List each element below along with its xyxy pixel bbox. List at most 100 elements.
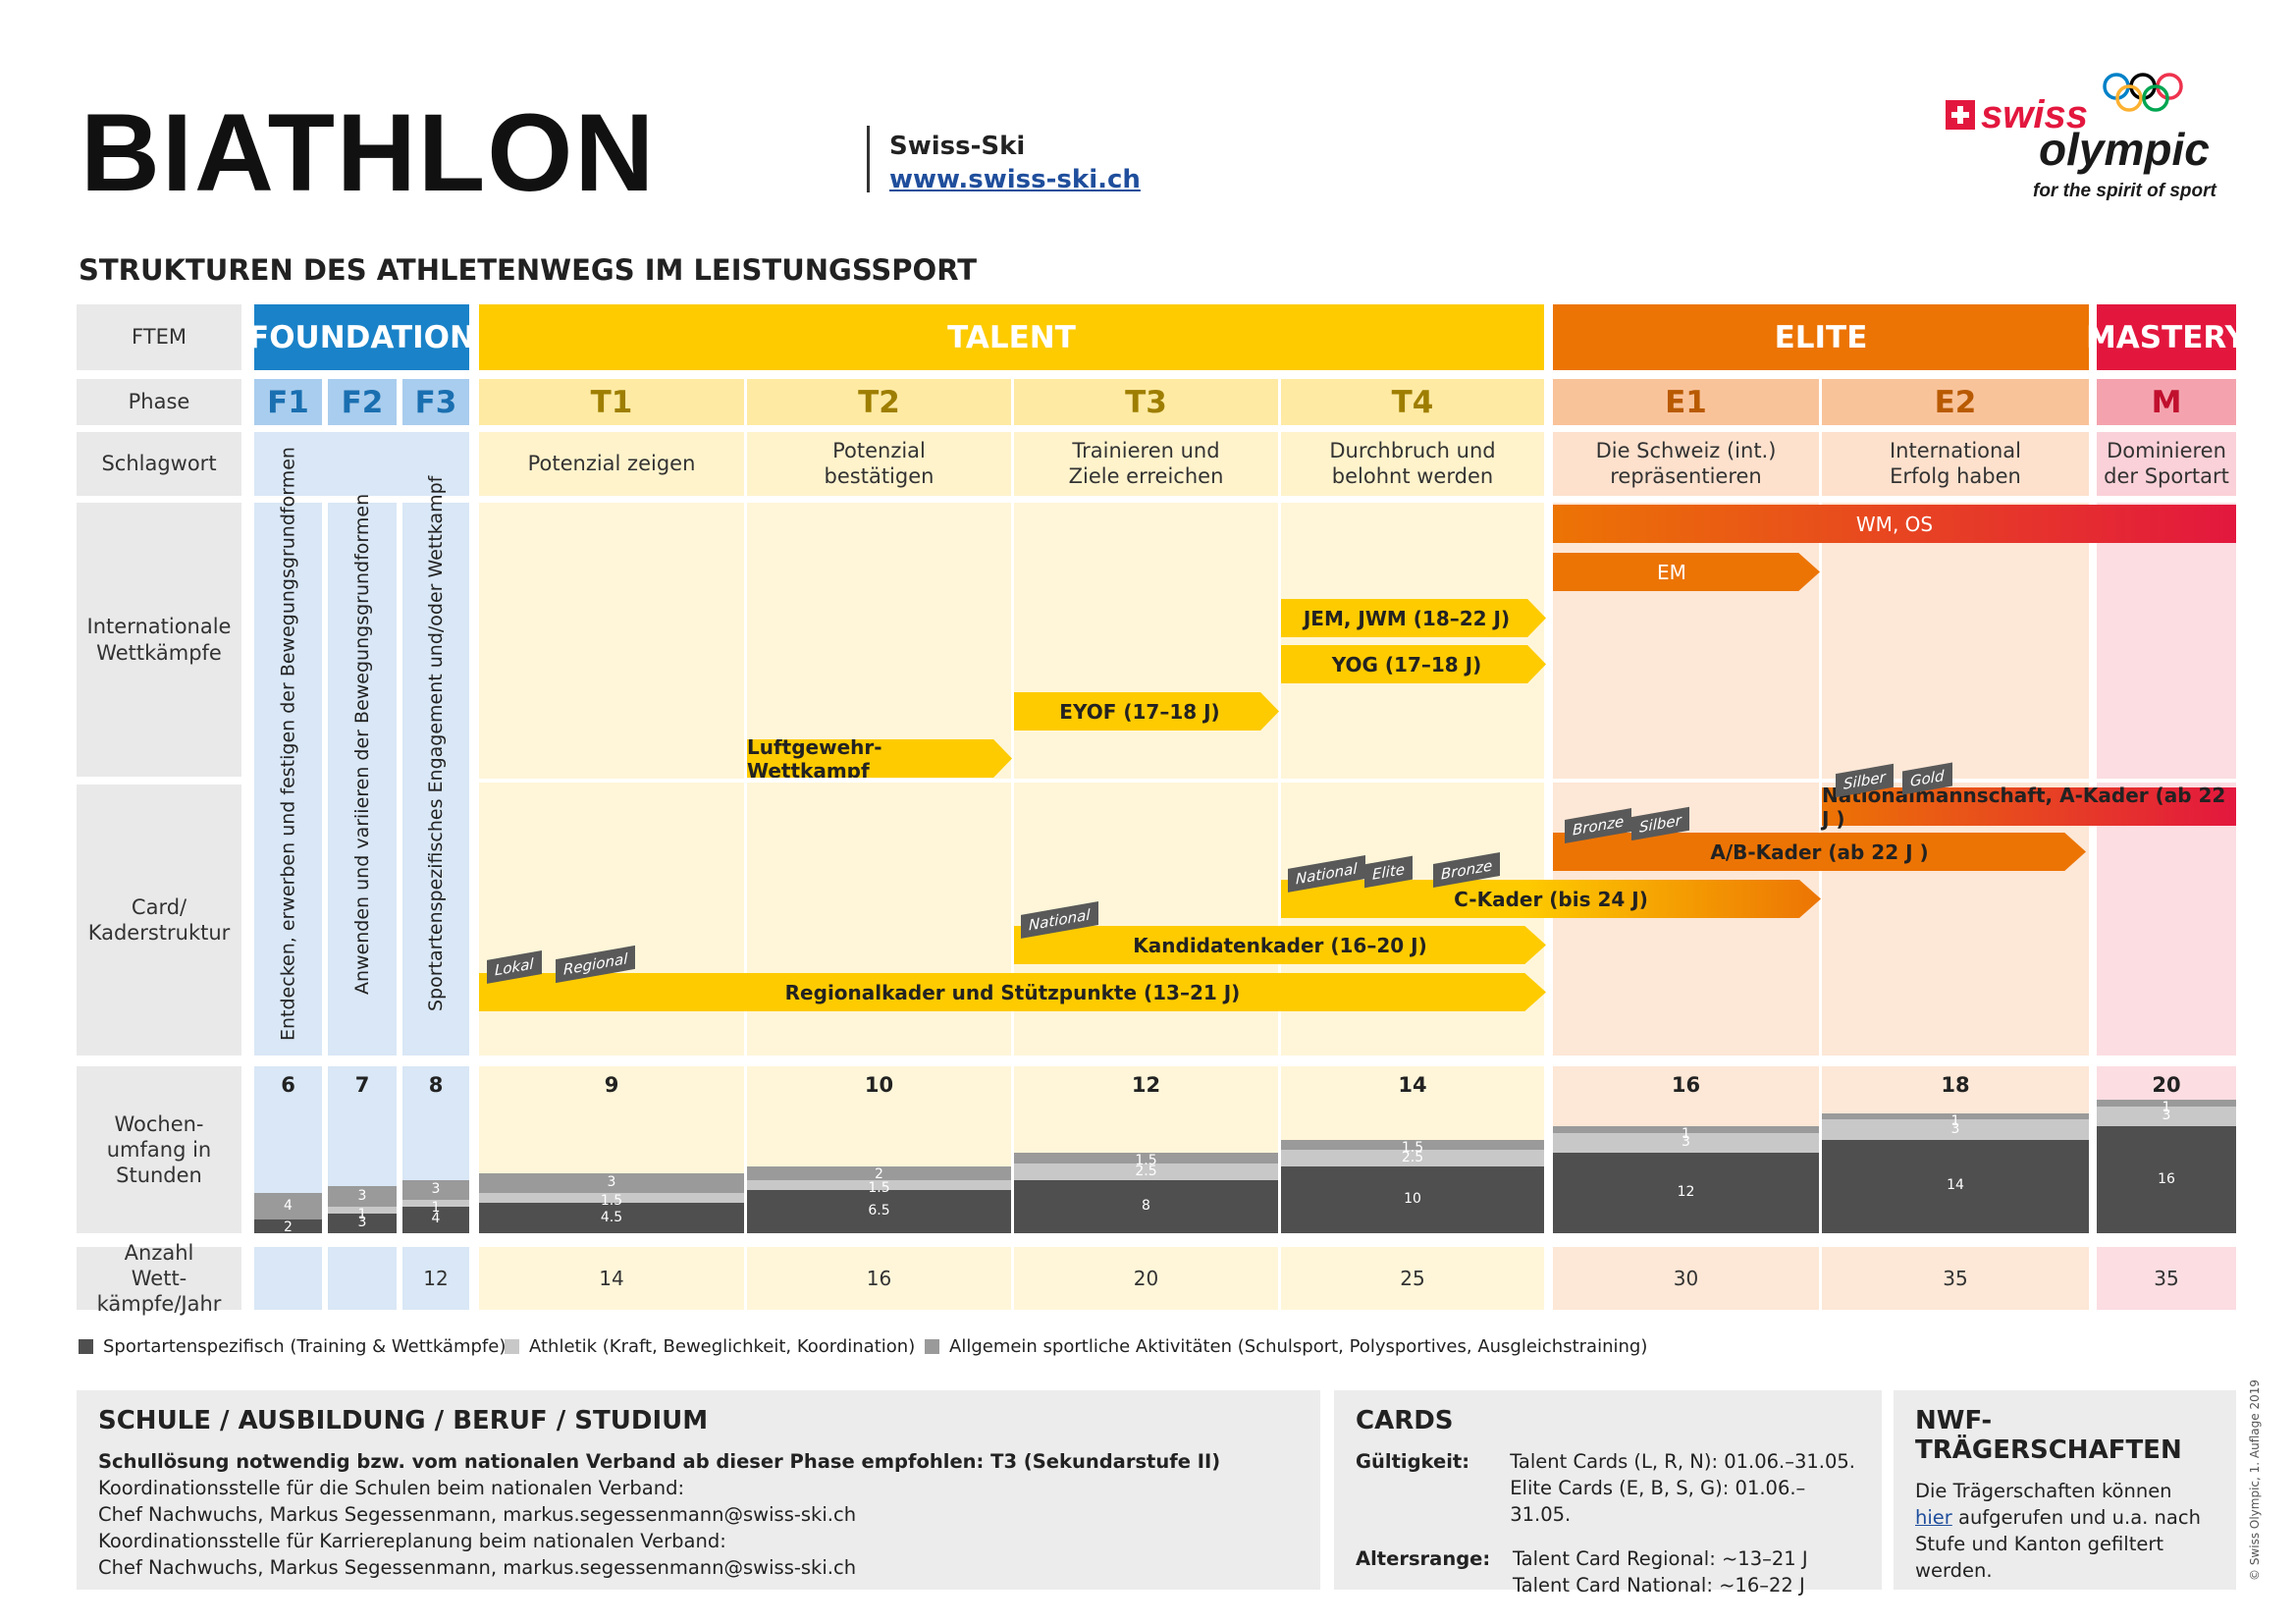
- school-title: SCHULE / AUSBILDUNG / BERUF / STUDIUM: [98, 1406, 709, 1435]
- legend-label: Sportartenspezifisch (Training & Wettkäm…: [103, 1336, 507, 1357]
- logo-tagline: for the spirit of sport: [2033, 181, 2217, 201]
- cards-title: CARDS: [1356, 1406, 1454, 1435]
- page-title: BIATHLON: [80, 91, 657, 214]
- legend-general: Allgemein sportliche Aktivitäten (Schuls…: [925, 1336, 1647, 1357]
- cards-age: Talent Card Regional: ~13–21 J: [1513, 1546, 1808, 1570]
- row-label-phase: Phase: [77, 379, 241, 425]
- legend-athletic: Athletik (Kraft, Beweglichkeit, Koordina…: [505, 1336, 915, 1357]
- comp-e2: 35: [1822, 1247, 2089, 1310]
- cards-validity: Talent Cards (L, R, N): 01.06.–31.05.: [1510, 1450, 1856, 1473]
- bar-yog: YOG (17–18 J): [1281, 645, 1546, 683]
- comp-f2: [328, 1247, 397, 1310]
- phase-f3: F3: [402, 379, 469, 425]
- hours-total-t3: 12: [1131, 1073, 1161, 1097]
- school-line: Chef Nachwuchs, Markus Segessenmann, mar…: [98, 1555, 857, 1579]
- bar-ab-kader: A/B-Kader (ab 22 J ): [1553, 833, 2086, 871]
- comp-f1: [254, 1247, 322, 1310]
- cards-age: Talent Card National: ~16–22 J: [1513, 1573, 1805, 1597]
- keyword-e2: International Erfolg haben: [1822, 432, 2089, 496]
- bar-kandidatenkader: Kandidatenkader (16–20 J): [1014, 926, 1546, 964]
- page-subtitle: STRUKTUREN DES ATHLETENWEGS IM LEISTUNGS…: [79, 253, 978, 287]
- ftem-elite: ELITE: [1553, 304, 2089, 370]
- ftem-mastery: MASTERY: [2086, 304, 2247, 370]
- hours-total-e2: 18: [1941, 1073, 1970, 1097]
- col-bg-f3: [402, 503, 469, 1056]
- bar-luftgewehr: Luftgewehr-Wettkampf: [747, 739, 1012, 778]
- phase-m: M: [2097, 379, 2236, 425]
- comp-m: 35: [2097, 1247, 2236, 1310]
- phase-e1: E1: [1553, 379, 1819, 425]
- cards-validity: Elite Cards (E, B, S, G): 01.06.–31.05.: [1510, 1476, 1806, 1526]
- legend-swatch: [925, 1339, 939, 1354]
- comp-f3: 12: [402, 1247, 469, 1310]
- keyword-e1: Die Schweiz (int.) repräsentieren: [1553, 432, 1819, 496]
- nwf-link[interactable]: hier: [1915, 1505, 1952, 1529]
- keyword-t2: Potenzial bestätigen: [747, 432, 1011, 496]
- row-label-international: Internationale Wettkämpfe: [77, 503, 241, 777]
- bar-jem-jwm: JEM, JWM (18–22 J): [1281, 599, 1546, 637]
- comp-t2: 16: [747, 1247, 1011, 1310]
- col-bg-f1: [254, 503, 322, 1056]
- comp-t4: 25: [1281, 1247, 1544, 1310]
- hours-total-t2: 10: [864, 1073, 894, 1097]
- phase-t4: T4: [1281, 379, 1544, 425]
- school-line: Koordinationsstelle für die Schulen beim…: [98, 1476, 685, 1499]
- foundation-text-f3: Sportartenspezifisches Engagement und/od…: [425, 475, 447, 1012]
- legend-label: Athletik (Kraft, Beweglichkeit, Koordina…: [529, 1336, 916, 1357]
- legend-label: Allgemein sportliche Aktivitäten (Schuls…: [949, 1336, 1648, 1357]
- bar-national-team: Nationalmannschaft, A-Kader (ab 22 J ): [1822, 784, 2236, 831]
- row-label-weekly: Wochen- umfang in Stunden: [77, 1066, 241, 1233]
- phase-t1: T1: [479, 379, 744, 425]
- keyword-t3: Trainieren und Ziele erreichen: [1014, 432, 1278, 496]
- foundation-text-f1: Entdecken, erwerben und festigen der Bew…: [277, 447, 299, 1041]
- cards-age-label: Altersrange:: [1356, 1546, 1491, 1570]
- bar-em: EM: [1553, 553, 1820, 591]
- hours-total-f3: 8: [428, 1073, 444, 1097]
- ftem-foundation: FOUNDATION: [248, 304, 475, 370]
- phase-f1: F1: [254, 379, 322, 425]
- logo-swiss-text: swiss: [1981, 93, 2088, 136]
- header-divider: [867, 126, 870, 192]
- hours-total-m: 20: [2152, 1073, 2181, 1097]
- row-sep: [479, 779, 2236, 783]
- bar-regionalkader: Regionalkader und Stützpunkte (13–21 J): [479, 973, 1546, 1011]
- row-label-card: Card/ Kaderstruktur: [77, 785, 241, 1056]
- copyright: © Swiss Olympic, 1. Auflage 2019: [2248, 1380, 2262, 1581]
- nwf-box: NWF-TRÄGERSCHAFTEN Die Trägerschaften kö…: [1894, 1390, 2236, 1590]
- organization-link[interactable]: www.swiss-ski.ch: [889, 165, 1141, 194]
- foundation-text-f2: Anwenden und variieren der Bewegungsgrun…: [351, 493, 373, 995]
- logo-olympic-text: olympic: [2039, 124, 2210, 175]
- bar-wm-os: WM, OS: [1553, 505, 2236, 543]
- comp-e1: 30: [1553, 1247, 1819, 1310]
- legend-specific: Sportartenspezifisch (Training & Wettkäm…: [79, 1336, 506, 1357]
- ftem-talent: TALENT: [479, 304, 1544, 370]
- row-label-keyword: Schlagwort: [77, 432, 241, 496]
- hours-total-t1: 9: [604, 1073, 619, 1097]
- keyword-t4: Durchbruch und belohnt werden: [1281, 432, 1544, 496]
- cards-box: CARDS Gültigkeit: Talent Cards (L, R, N)…: [1334, 1390, 1882, 1597]
- phase-t2: T2: [747, 379, 1011, 425]
- comp-t3: 20: [1014, 1247, 1278, 1310]
- bar-c-kader: C-Kader (bis 24 J): [1281, 880, 1821, 918]
- keyword-m: Dominieren der Sportart: [2097, 432, 2236, 496]
- legend-swatch: [505, 1339, 519, 1354]
- hours-total-f1: 6: [281, 1073, 295, 1097]
- organization-name: Swiss-Ski: [889, 132, 1026, 161]
- col-bg-f2: [328, 503, 397, 1056]
- cards-validity-label: Gültigkeit:: [1356, 1450, 1470, 1473]
- school-line: Koordinationsstelle für Karriereplanung …: [98, 1529, 726, 1552]
- nwf-text: aufgerufen und u.a. nach Stufe und Kanto…: [1915, 1505, 2201, 1582]
- phase-e2: E2: [1822, 379, 2089, 425]
- swiss-olympic-logo: swiss olympic for the spirit of sport: [1946, 73, 2217, 201]
- row-label-competitions: Anzahl Wett- kämpfe/Jahr: [77, 1241, 241, 1316]
- keyword-foundation-bg: [254, 432, 469, 496]
- bar-eyof: EYOF (17–18 J): [1014, 692, 1279, 731]
- school-line: Chef Nachwuchs, Markus Segessenmann, mar…: [98, 1502, 857, 1526]
- hours-total-t4: 14: [1398, 1073, 1427, 1097]
- nwf-text: Die Trägerschaften können: [1915, 1480, 2172, 1502]
- hours-total-e1: 16: [1671, 1073, 1701, 1097]
- row-label-ftem: FTEM: [77, 304, 241, 370]
- phase-f2: F2: [328, 379, 397, 425]
- phase-t3: T3: [1014, 379, 1278, 425]
- school-box: SCHULE / AUSBILDUNG / BERUF / STUDIUM Sc…: [77, 1390, 1320, 1590]
